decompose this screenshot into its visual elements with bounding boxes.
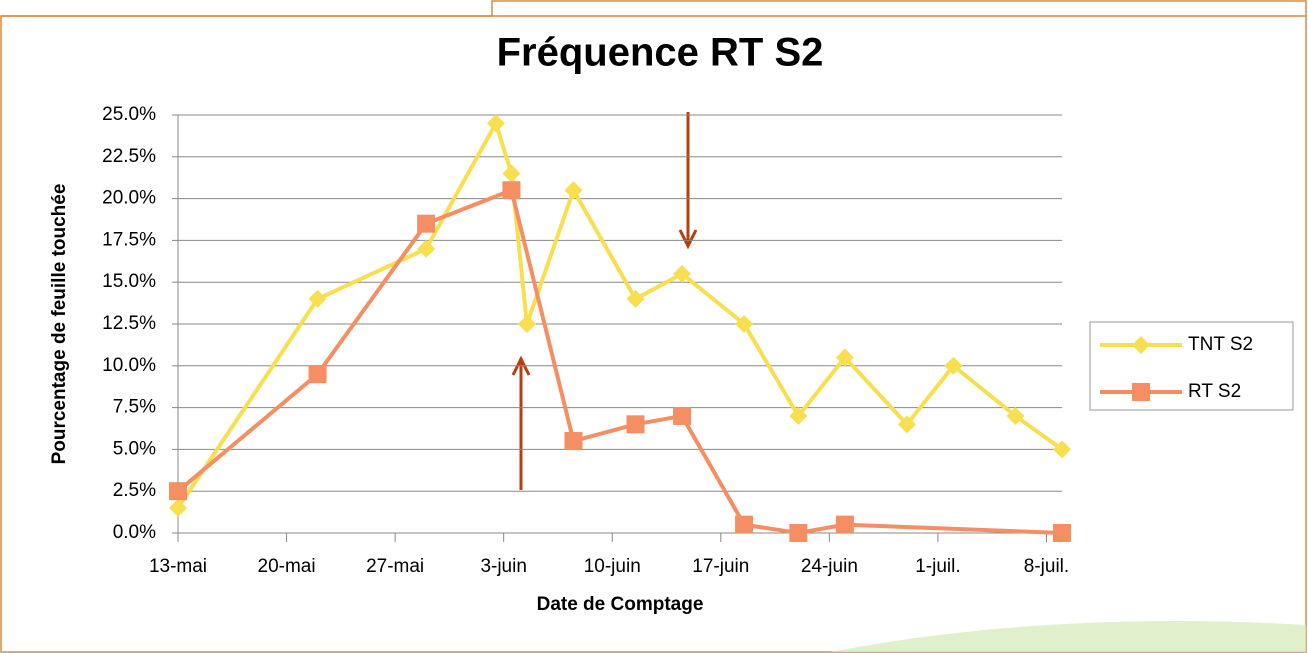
marker bbox=[502, 181, 521, 200]
y-tick-label: 5.0% bbox=[113, 438, 156, 459]
marker bbox=[308, 289, 327, 308]
series-line bbox=[176, 118, 1064, 510]
x-tick-label: 1-juil. bbox=[915, 556, 960, 577]
marker bbox=[626, 415, 645, 434]
x-tick-label: 17-juin bbox=[692, 556, 749, 577]
marker bbox=[417, 239, 436, 258]
x-tick-label: 8-juil. bbox=[1024, 556, 1069, 577]
marker bbox=[169, 498, 187, 517]
marker bbox=[1053, 440, 1071, 459]
x-tick-label: 3-juin bbox=[480, 556, 526, 577]
x-tick-label: 27-mai bbox=[366, 556, 424, 577]
marker bbox=[944, 356, 963, 375]
legend-label: TNT S2 bbox=[1188, 334, 1253, 355]
legend-box bbox=[1089, 321, 1294, 411]
x-tick-label: 20-mai bbox=[258, 556, 316, 577]
marker bbox=[835, 348, 854, 367]
chart-title: Fréquence RT S2 bbox=[497, 31, 824, 75]
marker bbox=[789, 406, 808, 425]
y-tick-label: 2.5% bbox=[113, 480, 156, 501]
x-tick-label: 13-mai bbox=[149, 556, 207, 577]
marker bbox=[486, 114, 505, 133]
marker bbox=[502, 164, 521, 183]
marker bbox=[897, 415, 916, 434]
y-tick-label: 22.5% bbox=[102, 146, 156, 167]
marker bbox=[735, 515, 754, 534]
marker bbox=[169, 482, 187, 501]
marker bbox=[835, 515, 854, 534]
marker bbox=[417, 214, 436, 233]
marker bbox=[308, 365, 327, 384]
marker bbox=[1006, 406, 1025, 425]
y-tick-label: 0.0% bbox=[113, 522, 156, 543]
x-tick-label: 24-juin bbox=[801, 556, 858, 577]
marker bbox=[673, 264, 692, 283]
arrows bbox=[511, 112, 698, 490]
marker bbox=[789, 524, 808, 542]
y-tick-label: 20.0% bbox=[102, 188, 156, 209]
y-tick-label: 25.0% bbox=[102, 104, 156, 125]
arrow-down bbox=[678, 112, 698, 250]
x-tick-label: 10-juin bbox=[584, 556, 641, 577]
arrow-up bbox=[511, 355, 531, 490]
y-axis-title: Pourcentage de feuille touchée bbox=[49, 184, 70, 465]
y-tick-label: 15.0% bbox=[102, 271, 156, 292]
marker bbox=[517, 315, 536, 333]
y-tick-label: 12.5% bbox=[102, 313, 156, 334]
marker bbox=[1132, 383, 1150, 401]
marker bbox=[735, 315, 754, 333]
x-axis-title: Date de Comptage bbox=[537, 594, 704, 615]
y-tick-label: 7.5% bbox=[113, 397, 156, 418]
y-tick-label: 17.5% bbox=[102, 229, 156, 250]
legend-label: RT S2 bbox=[1188, 381, 1241, 402]
marker bbox=[626, 289, 645, 308]
marker bbox=[564, 432, 583, 451]
decor-swoosh bbox=[830, 621, 1306, 652]
marker bbox=[1132, 336, 1150, 354]
marker bbox=[564, 181, 583, 200]
y-tick-label: 10.0% bbox=[102, 355, 156, 376]
frame bbox=[0, 15, 1307, 653]
marker bbox=[673, 406, 692, 425]
marker bbox=[1053, 524, 1071, 542]
